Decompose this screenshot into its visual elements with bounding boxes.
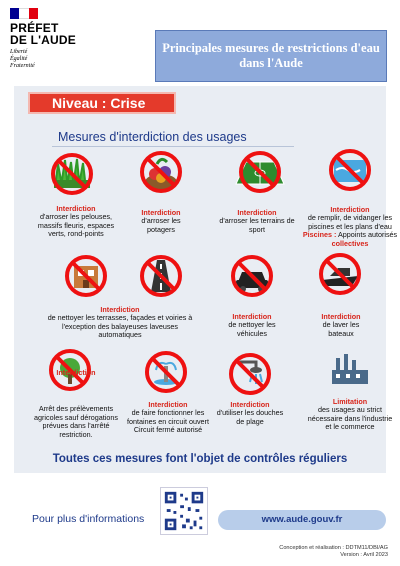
factory-icon	[332, 354, 368, 384]
item-label-pool: Interdiction de remplir, de vidanger les…	[302, 205, 398, 248]
item-keyword: Limitation	[332, 397, 368, 406]
item-keyword: Interdiction	[237, 208, 277, 217]
prefet-line1: PRÉFET	[10, 21, 59, 35]
item-label-facade: Interdiction de nettoyer les terrasses, …	[40, 305, 200, 340]
item-label-shower: Interdiction d'utiliser les douches de p…	[214, 400, 286, 426]
road-icon	[140, 255, 182, 297]
item-label-factory: Limitation des usages au strict nécessai…	[304, 397, 396, 432]
item-label-sports: Interdiction d'arroser les terrains de s…	[218, 208, 296, 234]
credits: Conception et réalisation : DDTM11/DBI/A…	[279, 545, 388, 559]
item-keyword: Interdiction	[148, 400, 188, 409]
item-keyword: Interdiction	[321, 312, 361, 321]
page-title: Principales mesures de restrictions d'ea…	[162, 41, 380, 70]
pool-extra-text: Appoints autorisés	[336, 230, 398, 240]
item-text: d'arroser les terrains de sport	[219, 216, 295, 234]
item-keyword: Interdiction	[56, 204, 96, 213]
qr-code-icon[interactable]	[160, 487, 208, 535]
fountain-icon	[145, 351, 187, 393]
pool-extra-keyword2: collectives	[331, 238, 369, 248]
item-label-boat: Interdiction de laver les bateaux	[310, 312, 372, 338]
item-text: d'arroser les pelouses, massifs fleuris,…	[37, 212, 115, 239]
french-flag-icon	[10, 8, 38, 19]
item-keyword: Interdiction	[56, 368, 96, 377]
item-keyword: Interdiction	[141, 208, 181, 217]
item-label-vegetables: Interdiction d'arroser les potagers	[128, 208, 194, 234]
prefet-line2: DE L'AUDE	[10, 33, 76, 47]
motto-liberte: Liberté	[10, 49, 28, 55]
lawn-icon	[51, 153, 93, 195]
item-text: des usages au strict nécessaire dans l'i…	[307, 405, 393, 432]
boat-icon	[319, 253, 361, 295]
controls-notice: Toutes ces mesures font l'objet de contr…	[52, 453, 348, 465]
niveau-badge: Niveau : Crise	[28, 92, 176, 114]
item-keyword: Interdiction	[100, 305, 140, 314]
item-keyword: Interdiction	[232, 312, 272, 321]
more-info-label: Pour plus d'informations	[32, 513, 145, 525]
title-box: Principales mesures de restrictions d'ea…	[155, 30, 387, 82]
facade-icon	[65, 255, 107, 297]
pool-icon	[329, 149, 371, 191]
car-icon	[231, 255, 273, 297]
item-text: d'utiliser les douches de plage	[216, 408, 284, 426]
agriculture-icon	[49, 349, 91, 391]
item-keyword: Interdiction	[330, 205, 370, 214]
prefet-logo-text: PRÉFET DE L'AUDE	[10, 22, 76, 46]
vegetables-icon	[140, 151, 182, 193]
item-text: Arrêt des prélèvements agricoles sauf dé…	[34, 404, 118, 439]
credits-design: Conception et réalisation : DDTM11/DBI/A…	[279, 545, 388, 551]
shower-icon	[229, 353, 271, 395]
sports-field-icon	[235, 151, 285, 193]
website-link[interactable]: www.aude.gouv.fr	[218, 510, 386, 530]
item-text: de laver les bateaux	[322, 320, 360, 338]
motto-egalite: Égalité	[10, 56, 28, 62]
item-text: d'arroser les potagers	[141, 216, 181, 234]
credits-version: Version : Avril 2023	[340, 552, 388, 558]
item-label-fountain: Interdiction de faire fonctionner les fo…	[122, 400, 214, 435]
pool-extra-keyword: Piscines :	[302, 230, 337, 240]
item-text: de nettoyer les véhicules	[228, 320, 276, 338]
motto-fraternite: Fraternité	[10, 63, 35, 69]
subtitle-divider	[52, 146, 294, 147]
section-subtitle: Mesures d'interdiction des usages	[58, 130, 247, 144]
item-text: de remplir, de vidanger les piscines et …	[307, 213, 393, 231]
item-text: de nettoyer les terrasses, façades et vo…	[47, 313, 193, 340]
republic-motto: Liberté Égalité Fraternité	[10, 49, 35, 70]
item-text: de faire fonctionner les fontaines en ci…	[127, 408, 209, 435]
item-keyword: Interdiction	[230, 400, 270, 409]
item-label-lawn: Interdiction d'arroser les pelouses, mas…	[34, 204, 118, 239]
item-label-agriculture: Interdiction Arrêt des prélèvements agri…	[28, 368, 124, 439]
item-label-car: Interdiction de nettoyer les véhicules	[220, 312, 284, 338]
